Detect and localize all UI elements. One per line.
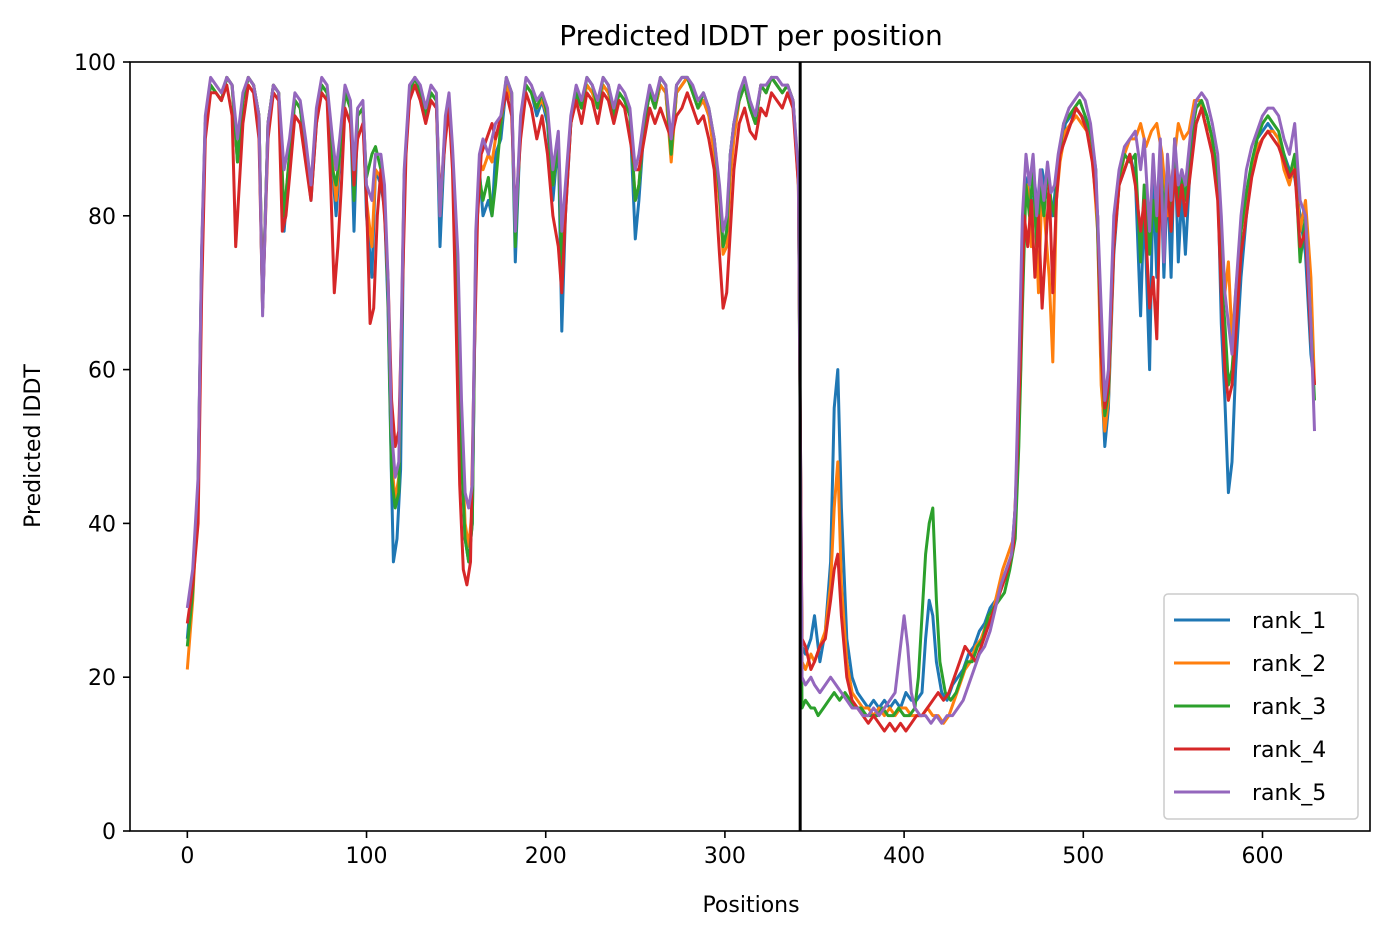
y-tick-label: 80 — [88, 205, 116, 230]
x-tick-label: 0 — [180, 844, 194, 869]
x-axis-ticks: 0 100 200 300 400 500 600 — [180, 831, 1283, 869]
y-axis-ticks: 0 20 40 60 80 100 — [74, 51, 130, 845]
y-tick-label: 0 — [102, 820, 116, 845]
series-lines — [185, 75, 1316, 733]
axes-frame — [129, 61, 1371, 832]
x-tick-label: 300 — [704, 844, 746, 869]
x-tick-label: 500 — [1062, 844, 1104, 869]
plot-area — [129, 61, 1371, 832]
x-axis-label: Positions — [702, 893, 799, 918]
legend-label-rank_1: rank_1 — [1252, 609, 1326, 634]
legend-box — [1163, 593, 1359, 820]
x-tick-label: 600 — [1241, 844, 1283, 869]
x-tick-label: 400 — [883, 844, 925, 869]
chart-title: Predicted lDDT per position — [559, 19, 943, 52]
legend: rank_1 rank_2 rank_3 rank_4 rank_5 — [1163, 593, 1359, 820]
y-tick-label: 60 — [88, 359, 116, 384]
series-line-rank_4 — [185, 83, 1316, 733]
legend-label-rank_2: rank_2 — [1252, 652, 1326, 677]
x-tick-label: 100 — [346, 844, 388, 869]
y-tick-label: 40 — [88, 512, 116, 537]
legend-label-rank_3: rank_3 — [1252, 695, 1326, 720]
series-line-rank_5 — [185, 75, 1316, 725]
y-tick-label: 20 — [88, 666, 116, 691]
y-tick-label: 100 — [74, 51, 116, 76]
y-axis-label: Predicted lDDT — [21, 364, 46, 528]
x-tick-label: 200 — [525, 844, 567, 869]
legend-label-rank_4: rank_4 — [1252, 738, 1326, 763]
legend-label-rank_5: rank_5 — [1252, 781, 1326, 806]
